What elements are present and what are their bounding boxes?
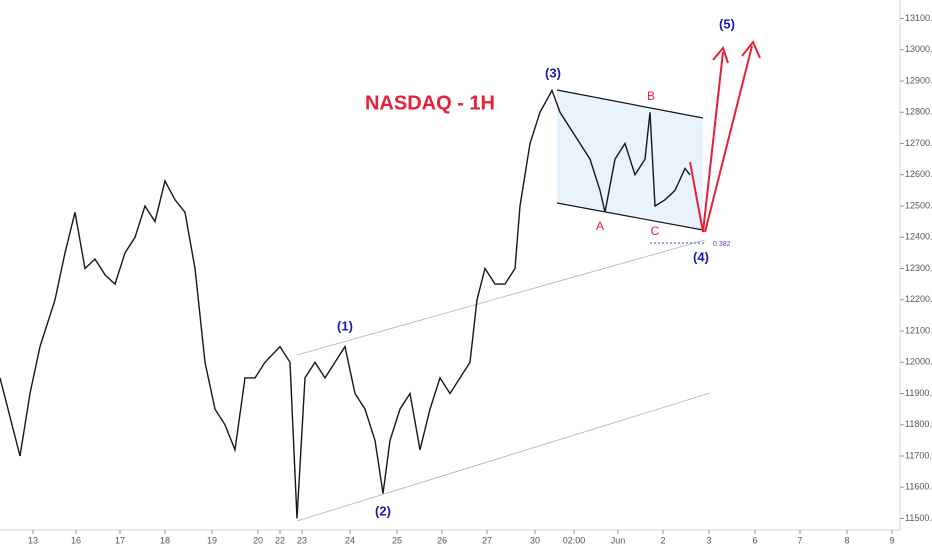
wave-label: (3): [545, 65, 561, 80]
wave-label: (4): [693, 249, 709, 264]
y-tick-label: 13000.0: [905, 44, 932, 54]
projection-arrows: [689, 40, 761, 233]
x-tick-label: 18: [160, 535, 170, 545]
x-tick-label: 26: [437, 535, 447, 545]
x-tick-label: 13: [28, 535, 38, 545]
sub-wave-label: C: [651, 224, 660, 238]
wave-label: (5): [719, 16, 735, 31]
x-tick-label: 2: [660, 535, 665, 545]
wave-label: (1): [337, 318, 353, 333]
y-tick-label: 12000.0: [905, 357, 932, 367]
y-tick-label: 12400.0: [905, 232, 932, 242]
fib-label: 0.382: [713, 241, 731, 248]
x-tick-label: 27: [482, 535, 492, 545]
y-tick-label: 12700.0: [905, 138, 932, 148]
flag-bottom: [556, 202, 704, 231]
y-tick-label: 11900.0: [905, 388, 932, 398]
y-tick-label: 12200.0: [905, 294, 932, 304]
y-tick-label: 12900.0: [905, 75, 932, 85]
x-tick-label: 17: [115, 535, 125, 545]
sub-wave-label: A: [596, 219, 604, 233]
sub-wave-label: B: [647, 89, 655, 103]
x-tick-label: 6: [752, 535, 757, 545]
y-tick-label: 12800.0: [905, 107, 932, 117]
y-tick-label: 11500.0: [905, 513, 932, 523]
x-tick-label: 20: [253, 535, 263, 545]
channel-lower: [296, 392, 711, 522]
y-tick-label: 11700.0: [905, 450, 932, 460]
x-tick-label: 7: [797, 535, 802, 545]
x-tick-label: Jun: [611, 535, 626, 545]
price-line: [0, 88, 691, 519]
x-tick-label: 19: [207, 535, 217, 545]
x-tick-label: 02:00: [563, 535, 586, 545]
x-tick-label: 8: [844, 535, 849, 545]
x-tick-label: 23: [297, 535, 307, 545]
x-tick-label: 25: [392, 535, 402, 545]
y-tick-label: 11600.0: [905, 482, 932, 492]
x-tick-label: 22: [275, 535, 285, 545]
x-tick-label: 16: [71, 535, 81, 545]
wave-label: (2): [375, 503, 391, 518]
flag-top: [556, 89, 704, 119]
x-tick-label: 9: [889, 535, 894, 545]
y-tick-label: 11800.0: [905, 419, 932, 429]
y-tick-label: 12600.0: [905, 169, 932, 179]
chart-title: NASDAQ - 1H: [365, 92, 495, 114]
channel-upper: [296, 239, 706, 356]
x-tick-label: 30: [530, 535, 540, 545]
y-tick-label: 13100.0: [905, 13, 932, 23]
x-tick-label: 24: [345, 535, 355, 545]
y-tick-label: 12300.0: [905, 263, 932, 273]
y-tick-label: 12500.0: [905, 200, 932, 210]
x-tick-label: 3: [706, 535, 711, 545]
y-tick-label: 12100.0: [905, 325, 932, 335]
